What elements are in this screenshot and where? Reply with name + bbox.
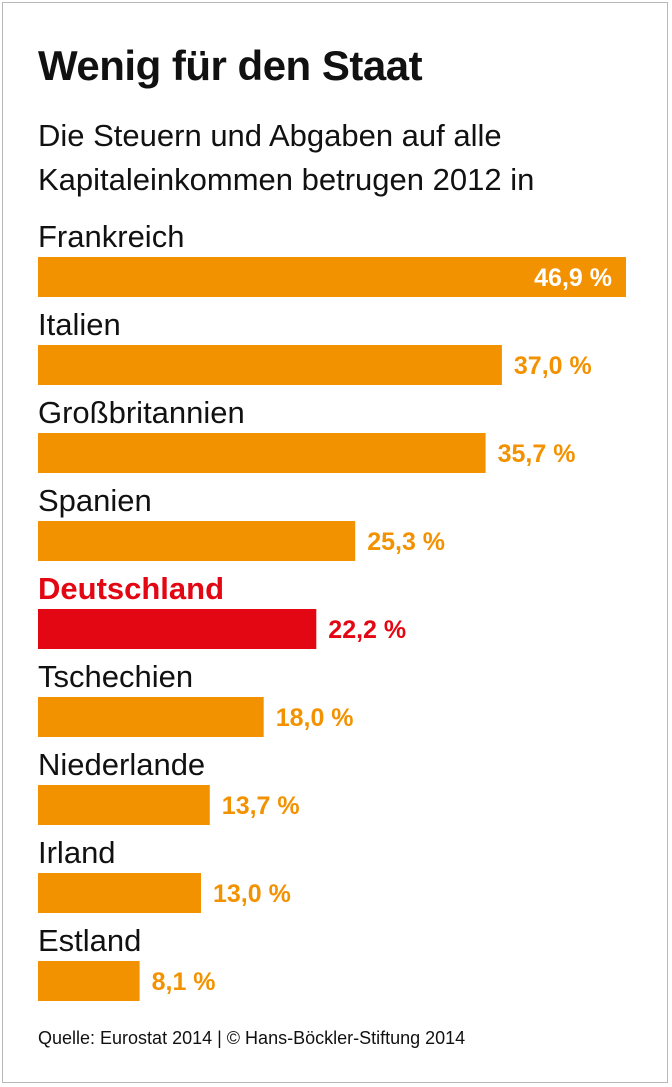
value-label-estland: 8,1 % <box>152 968 216 996</box>
bar-grossbritannien <box>38 433 486 473</box>
value-label-niederlande: 13,7 % <box>222 792 300 820</box>
value-label-frankreich: 46,9 % <box>534 264 612 292</box>
bar-tschechien <box>38 697 264 737</box>
bar-deutschland <box>38 609 317 649</box>
chart-subtitle: Die Steuern und Abgaben auf alle Kapital… <box>38 118 535 197</box>
category-label-frankreich: Frankreich <box>38 219 184 254</box>
category-label-irland: Irland <box>38 835 116 870</box>
bar-spanien <box>38 521 356 561</box>
bar-italien <box>38 345 502 385</box>
category-label-niederlande: Niederlande <box>38 747 205 782</box>
category-label-spanien: Spanien <box>38 483 152 518</box>
source-note: Quelle: Eurostat 2014 | © Hans-Böckler-S… <box>38 1028 466 1048</box>
value-label-irland: 13,0 % <box>213 880 291 908</box>
value-label-tschechien: 18,0 % <box>276 704 354 732</box>
category-label-estland: Estland <box>38 923 141 958</box>
category-label-deutschland: Deutschland <box>38 571 224 606</box>
value-label-deutschland: 22,2 % <box>328 616 406 644</box>
bar-estland <box>38 961 140 1001</box>
value-label-grossbritannien: 35,7 % <box>498 440 576 468</box>
chart-title: Wenig für den Staat <box>38 42 423 89</box>
value-label-spanien: 25,3 % <box>367 528 445 556</box>
bar-niederlande <box>38 785 210 825</box>
category-label-tschechien: Tschechien <box>38 659 193 694</box>
value-label-italien: 37,0 % <box>514 352 592 380</box>
category-label-grossbritannien: Großbritannien <box>38 395 245 430</box>
bar-irland <box>38 873 201 913</box>
category-label-italien: Italien <box>38 307 121 342</box>
bar-frankreich <box>38 257 626 297</box>
